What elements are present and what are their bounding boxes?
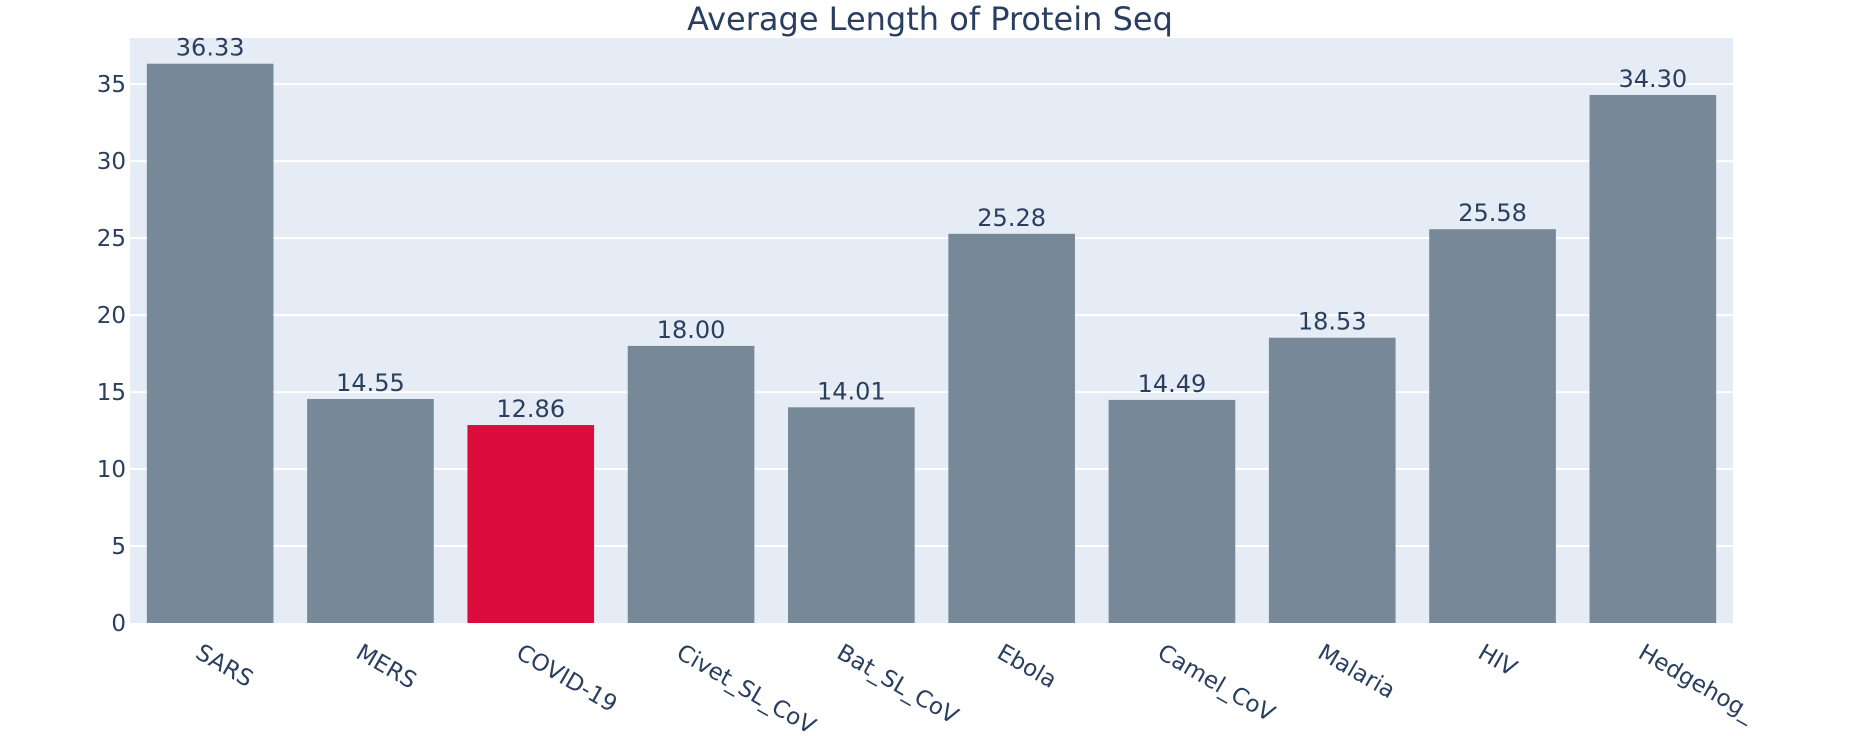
x-tick-label: Malaria (1313, 640, 1399, 705)
x-tick-label: Hedgehog_ (1634, 640, 1760, 728)
y-tick-label: 35 (97, 72, 126, 98)
bar-civet-sl-cov (627, 345, 755, 623)
y-tick-label: 0 (111, 611, 126, 637)
chart-title: Average Length of Protein Seq (687, 0, 1173, 38)
x-tick-label: HIV (1474, 640, 1522, 683)
y-tick-label: 5 (111, 534, 126, 560)
bar-hiv (1429, 229, 1556, 623)
x-axis: SARS MERS COVID-19 Civet_SL_CoV Bat_SL_CoV Eb… (191, 640, 1759, 736)
data-label: 34.30 (1618, 65, 1687, 93)
x-tick-label: COVID-19 (512, 640, 622, 718)
bar-sars (146, 63, 274, 623)
y-tick-label: 15 (97, 380, 126, 406)
x-tick-label: Bat_SL_CoV (832, 640, 962, 730)
bar-hedgehog- (1589, 94, 1717, 624)
bar-covid-19 (467, 425, 595, 623)
bar-mers (307, 399, 434, 623)
bar-bat-sl-cov (788, 407, 915, 623)
data-label: 25.28 (977, 204, 1046, 232)
y-tick-label: 25 (97, 226, 126, 252)
x-tick-label: MERS (351, 640, 420, 695)
data-label: 25.58 (1458, 199, 1527, 227)
y-axis: 0 5 10 15 20 25 30 35 (97, 72, 126, 637)
data-label: 12.86 (496, 395, 565, 423)
y-tick-label: 10 (97, 457, 126, 483)
y-tick-label: 30 (97, 149, 126, 175)
data-labels: 36.33 14.55 12.86 18.00 14.01 25.28 14.49 18.53… (176, 34, 1687, 423)
x-tick-label: Ebola (993, 640, 1061, 694)
bar-malaria (1268, 337, 1396, 623)
data-label: 18.00 (657, 316, 726, 344)
data-label: 14.01 (817, 377, 886, 405)
x-tick-label: SARS (191, 640, 257, 693)
x-tick-label: Camel_CoV (1153, 640, 1279, 728)
bar-camel-cov (1108, 399, 1236, 623)
data-label: 14.49 (1138, 370, 1207, 398)
x-tick-label: Civet_SL_CoV (672, 640, 820, 736)
y-tick-label: 20 (97, 303, 126, 329)
data-label: 14.55 (336, 369, 405, 397)
data-label: 18.53 (1298, 308, 1367, 336)
bar-ebola (948, 233, 1075, 624)
bars (146, 63, 1717, 624)
data-label: 36.33 (176, 34, 245, 62)
